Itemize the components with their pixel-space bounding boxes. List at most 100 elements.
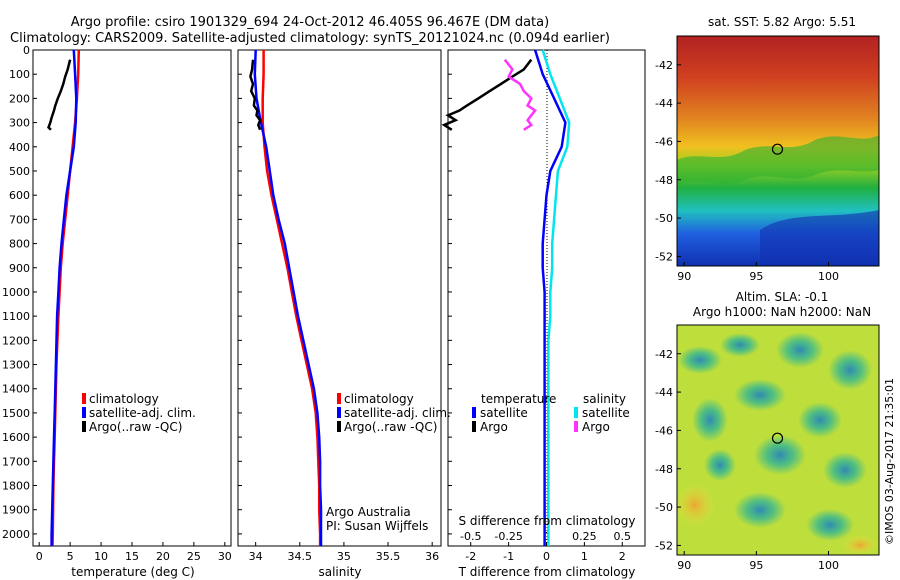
legend-swatch-satellite: [337, 407, 341, 418]
s-tick-label: 0.5: [614, 530, 632, 543]
sla-eddy: [776, 332, 824, 368]
legend-swatch-argo: [82, 421, 86, 432]
s-difference-x-axis: -0.5-0.2500.250.5: [460, 530, 631, 543]
x-tick-label: 1: [581, 550, 588, 563]
y-tick-label: 0: [23, 44, 30, 57]
lat-tick-label: -42: [655, 59, 673, 72]
argo-location-marker: [771, 432, 784, 444]
y-tick-label: 900: [9, 262, 30, 275]
legend-swatch-satellite: [82, 407, 86, 418]
legend-s-satellite-label: satellite: [582, 406, 630, 420]
legend-swatch-t-argo: [472, 421, 476, 432]
sla-eddy: [720, 333, 760, 357]
series-line-satellite: [533, 49, 567, 546]
legend-swatch-s-satellite: [574, 407, 578, 418]
y-tick-label: 1600: [2, 431, 30, 444]
header-line-2: Climatology: CARS2009. Satellite-adjuste…: [10, 31, 610, 46]
y-tick-label: 800: [9, 238, 30, 251]
sla-eddy: [704, 449, 736, 481]
sla-frame: [676, 324, 880, 556]
x-tick-label: 5: [67, 550, 74, 563]
imos-credit: ©IMOS 03-Aug-2017 21:35:01: [883, 378, 896, 545]
y-tick-label: 1100: [2, 310, 30, 323]
legend-temperature-header: temperature: [481, 392, 556, 406]
x-tick-label: 20: [156, 550, 170, 563]
x-tick-label: 30: [218, 550, 232, 563]
x-tick-label: 34.5: [288, 550, 313, 563]
legend-salinity-header: salinity: [583, 392, 626, 406]
lat-tick-label: -46: [655, 424, 673, 437]
credit-pi: PI: Susan Wijffels: [326, 519, 428, 533]
legend-climatology-label: climatology: [89, 392, 159, 406]
lat-tick-label: -52: [655, 250, 673, 263]
header-line-1: Argo profile: csiro 1901329_694 24-Oct-2…: [71, 15, 549, 30]
sst-lat-axis: -42 -44 -46 -48 -50 -52: [655, 59, 681, 263]
legend-t-satellite-label: satellite: [480, 406, 528, 420]
x-tick-label: -2: [465, 550, 476, 563]
legend-t-argo-label: Argo: [480, 420, 508, 434]
y-tick-label: 1000: [2, 286, 30, 299]
x-tick-label: 35.5: [376, 550, 401, 563]
lon-tick-label: 95: [749, 559, 763, 572]
sla-map-subtitle: Argo h1000: NaN h2000: NaN: [693, 305, 871, 319]
x-tick-label: 15: [125, 550, 139, 563]
salinity-x-label: salinity: [318, 565, 361, 579]
legend-argo-label: Argo(..raw -QC): [89, 420, 182, 434]
sla-heatmap: [675, 324, 880, 556]
difference-profiles: [441, 49, 571, 546]
sla-eddy: [692, 398, 728, 442]
legend-argo-label: Argo(..raw -QC): [344, 420, 437, 434]
series-line-argo: [441, 58, 533, 131]
temperature-legend: climatology satellite-adj. clim. Argo(..…: [82, 392, 196, 434]
legend-s-argo-label: Argo: [582, 420, 610, 434]
lat-tick-label: -48: [655, 463, 673, 476]
x-tick-label: 25: [187, 550, 201, 563]
depth-axis: 0 100 200 300 400 500 600 700 800 900 1000 1100 1200…: [2, 44, 452, 541]
lat-tick-label: -44: [655, 97, 673, 110]
sst-heatmap: [676, 35, 880, 267]
y-tick-label: 1700: [2, 455, 30, 468]
series-line-satellite-adj-clim-: [253, 49, 323, 546]
salinity-x-axis: 34 34.5 35 35.5 36: [249, 542, 439, 563]
sst-lon-axis: 90 95 100: [677, 262, 839, 283]
sla-lat-axis: -42 -44 -46 -48 -50 -52: [655, 348, 681, 552]
y-tick-label: 2000: [2, 528, 30, 541]
lon-tick-label: 95: [749, 270, 763, 283]
lon-tick-label: 90: [677, 559, 691, 572]
sla-eddy: [828, 350, 872, 390]
x-tick-label: 0: [543, 550, 550, 563]
y-tick-label: 300: [9, 117, 30, 130]
sst-cold-pool: [760, 210, 879, 266]
sla-eddy: [798, 402, 842, 438]
series-line-satellite: [541, 49, 571, 546]
lat-tick-label: -46: [655, 135, 673, 148]
y-tick-label: 1800: [2, 480, 30, 493]
lon-tick-label: 100: [818, 270, 839, 283]
legend-swatch-argo: [337, 421, 341, 432]
sla-eddy: [734, 379, 786, 411]
x-tick-label: -1: [503, 550, 514, 563]
legend-swatch-climatology: [82, 393, 86, 404]
sla-map-title: Altim. SLA: -0.1: [736, 290, 829, 304]
sla-warm-anomaly: [842, 535, 878, 555]
sla-eddy: [678, 346, 722, 374]
lat-tick-label: -42: [655, 348, 673, 361]
y-tick-label: 1900: [2, 504, 30, 517]
series-line-argo-raw-qc-: [249, 59, 262, 131]
lat-tick-label: -44: [655, 386, 673, 399]
series-line-climatology: [261, 50, 322, 546]
y-tick-label: 100: [9, 68, 30, 81]
sla-eddy: [806, 509, 854, 541]
legend-swatch-s-argo: [574, 421, 578, 432]
x-tick-label: 10: [94, 550, 108, 563]
legend-swatch-climatology: [337, 393, 341, 404]
sla-eddy: [823, 452, 867, 488]
s-tick-label: -0.5: [460, 530, 481, 543]
lat-tick-label: -52: [655, 539, 673, 552]
x-tick-label: 34: [249, 550, 263, 563]
sla-warm-anomaly: [675, 483, 715, 527]
s-tick-label: -0.25: [494, 530, 522, 543]
y-tick-label: 1300: [2, 359, 30, 372]
legend-swatch-t-satellite: [472, 407, 476, 418]
